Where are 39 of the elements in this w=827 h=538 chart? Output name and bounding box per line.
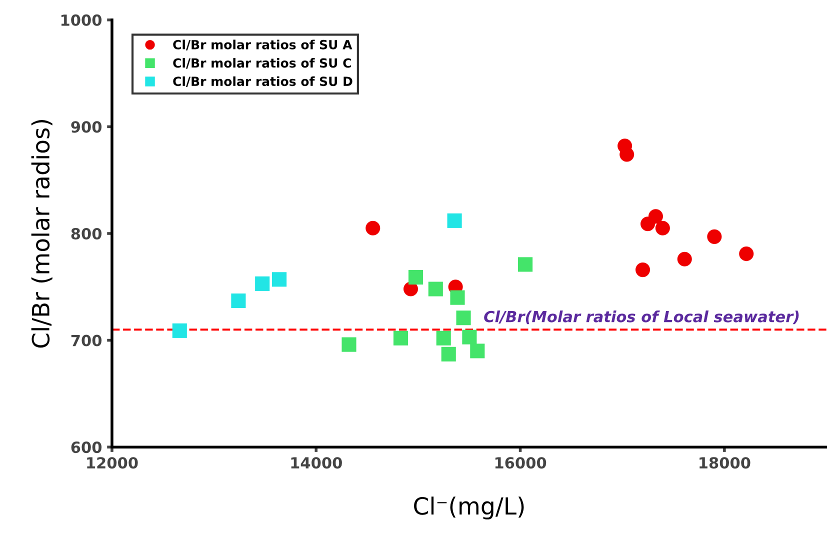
point bbox=[447, 213, 462, 228]
x-tick-label: 16000 bbox=[495, 457, 546, 469]
y-axis-title: Cl/Br (molar radios) bbox=[31, 120, 52, 348]
y-tick-label: 700 bbox=[71, 334, 102, 346]
point bbox=[436, 330, 451, 346]
x-tick-label: 12000 bbox=[87, 457, 138, 469]
point bbox=[272, 272, 287, 287]
point bbox=[393, 330, 408, 346]
y-tick-label: 600 bbox=[71, 442, 102, 454]
point bbox=[456, 310, 471, 326]
y-tick-label: 800 bbox=[71, 228, 102, 240]
point bbox=[518, 257, 533, 272]
point bbox=[366, 220, 380, 236]
point bbox=[255, 276, 270, 291]
point bbox=[620, 147, 634, 162]
point bbox=[635, 262, 650, 278]
y-tick-label: 1000 bbox=[61, 14, 102, 26]
point bbox=[450, 290, 465, 305]
x-axis-title: Cl⁻(mg/L) bbox=[414, 496, 524, 520]
point bbox=[462, 330, 477, 344]
x-tick-label: 18000 bbox=[700, 457, 750, 469]
point bbox=[677, 252, 692, 266]
x-tick-label: 14000 bbox=[291, 457, 342, 469]
y-tick-label: 900 bbox=[71, 121, 102, 133]
ref-line-label: Cl/Br(Molar ratios of Local seawater) bbox=[484, 310, 799, 324]
point bbox=[231, 293, 246, 308]
legend-label: Cl/Br molar ratios of SU A bbox=[173, 40, 352, 50]
point bbox=[640, 216, 656, 232]
point bbox=[342, 337, 356, 352]
point bbox=[172, 323, 187, 338]
point bbox=[707, 229, 722, 244]
legend-label: Cl/Br molar ratios of SU C bbox=[173, 58, 351, 69]
point bbox=[428, 282, 443, 296]
point bbox=[408, 270, 424, 285]
point bbox=[655, 220, 670, 236]
point bbox=[441, 346, 456, 362]
point bbox=[739, 246, 754, 262]
point bbox=[470, 344, 485, 358]
legend-label: Cl/Br molar ratios of SU D bbox=[173, 76, 352, 88]
